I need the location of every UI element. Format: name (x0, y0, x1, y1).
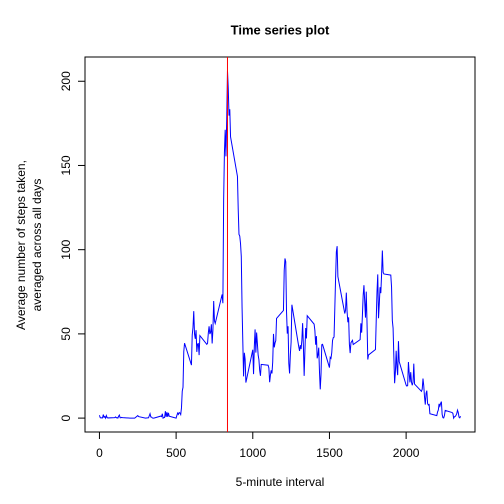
x-tick-label: 0 (96, 446, 103, 460)
y-tick-label: 0 (59, 414, 73, 421)
x-tick-label: 1500 (316, 446, 343, 460)
y-tick-label: 100 (59, 239, 73, 259)
y-tick-label: 150 (59, 155, 73, 175)
plot-box (84, 56, 476, 433)
y-axis-label: averaged across all days (30, 179, 44, 312)
y-tick-label: 200 (59, 71, 73, 91)
x-tick-label: 1000 (239, 446, 266, 460)
y-axis-label: Average number of steps taken, (14, 160, 28, 330)
x-tick-label: 500 (166, 446, 186, 460)
chart-title: Time series plot (231, 22, 330, 37)
x-tick-label: 2000 (393, 446, 420, 460)
x-axis-label: 5-minute interval (236, 475, 325, 489)
y-tick-label: 50 (59, 327, 73, 341)
data-line (98, 70, 462, 420)
